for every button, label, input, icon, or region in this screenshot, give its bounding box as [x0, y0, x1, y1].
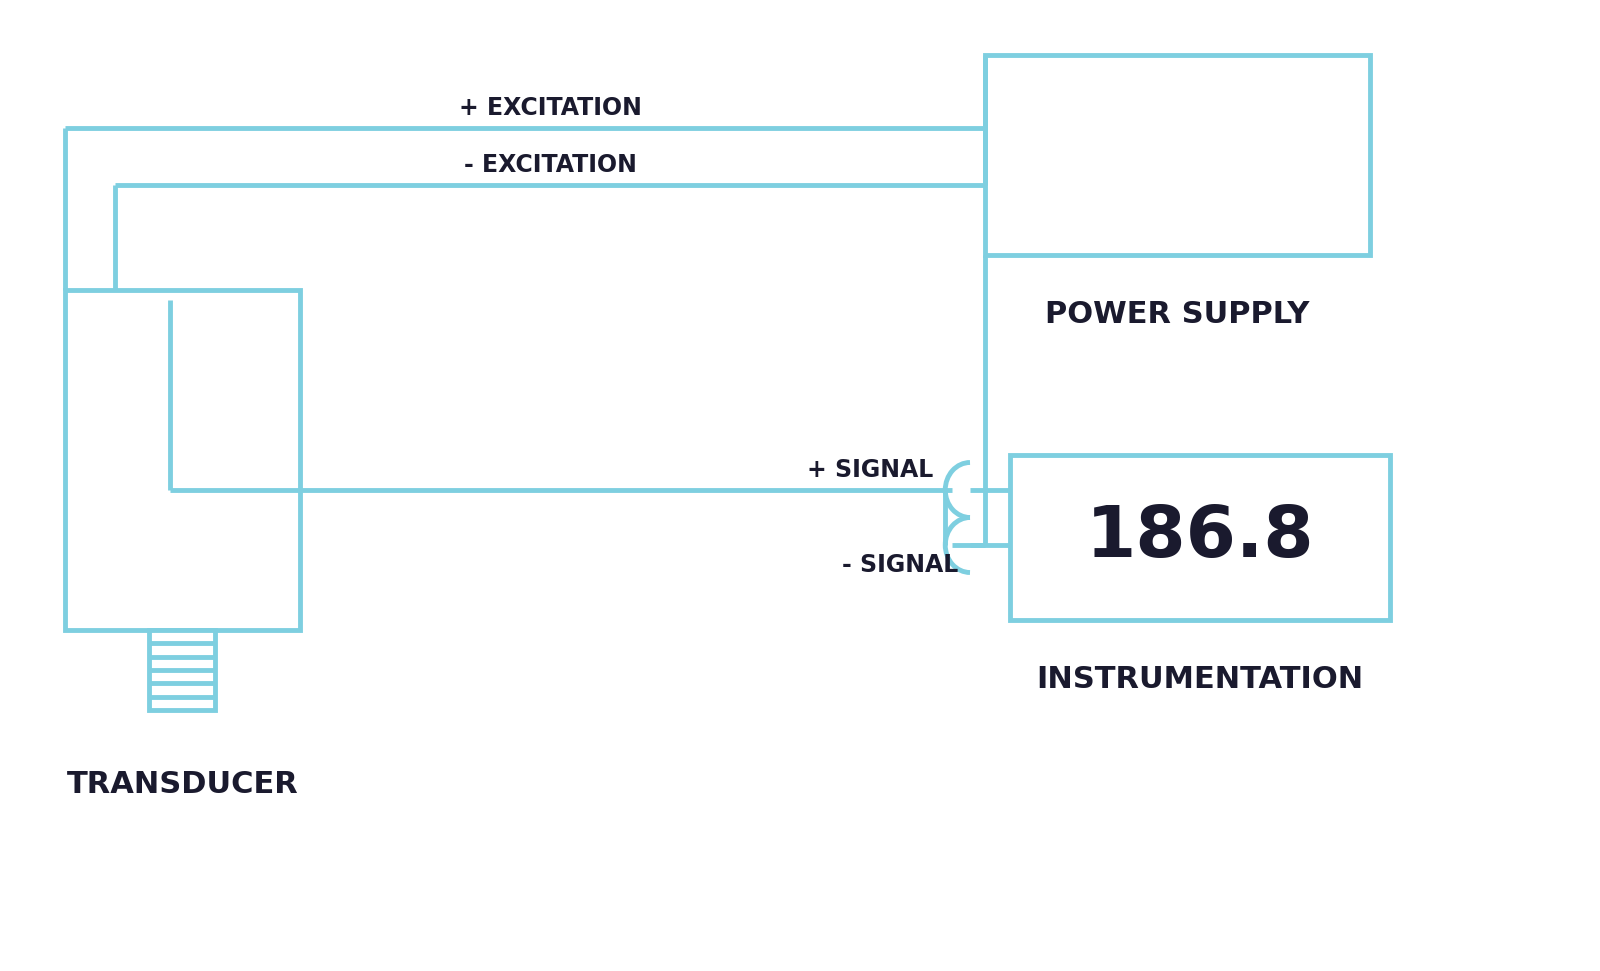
Text: 186.8: 186.8	[1086, 503, 1314, 572]
Bar	[1010, 455, 1390, 620]
Text: TRANSDUCER: TRANSDUCER	[67, 770, 298, 799]
Text: POWER SUPPLY: POWER SUPPLY	[1045, 300, 1310, 329]
Bar	[149, 630, 214, 710]
Text: - EXCITATION: - EXCITATION	[464, 153, 637, 177]
Bar	[66, 290, 301, 630]
Text: INSTRUMENTATION: INSTRUMENTATION	[1037, 665, 1363, 694]
Text: + EXCITATION: + EXCITATION	[459, 96, 642, 120]
Text: - SIGNAL: - SIGNAL	[842, 553, 958, 577]
Text: + SIGNAL: + SIGNAL	[806, 458, 933, 482]
Bar	[986, 55, 1370, 255]
